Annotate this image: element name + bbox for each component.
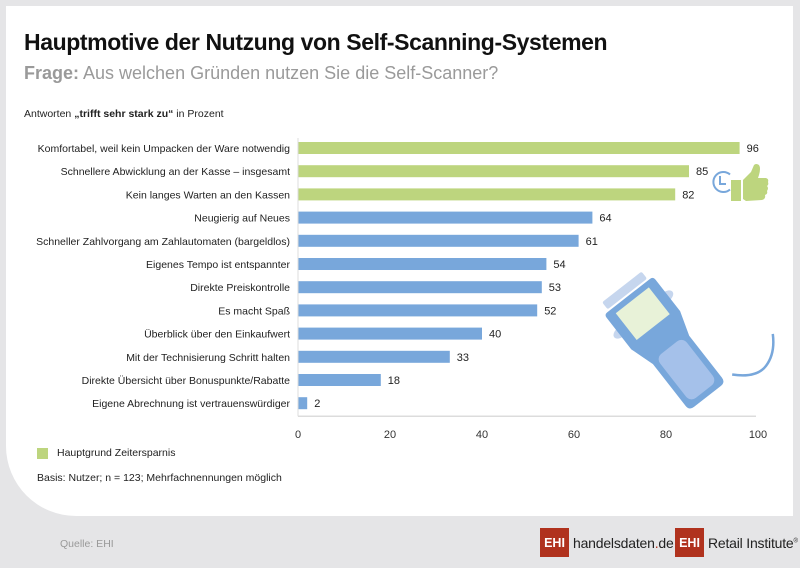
- category-label: Schneller Zahlvorgang am Zahlautomaten (…: [36, 236, 290, 248]
- handelsdaten-text: handelsdaten.de: [573, 535, 674, 551]
- question-subtitle: Frage: Aus welchen Gründen nutzen Sie di…: [24, 63, 498, 84]
- category-label: Neugierig auf Neues: [194, 213, 290, 225]
- value-label: 85: [696, 166, 708, 178]
- category-label: Kein langes Warten an den Kassen: [126, 189, 290, 201]
- unit-note-prefix: Antworten: [24, 108, 75, 120]
- page-title: Hauptmotive der Nutzung von Self-Scannin…: [24, 29, 608, 55]
- x-tick-label: 40: [476, 429, 488, 441]
- clock-icon: [712, 171, 731, 193]
- x-tick-label: 0: [295, 429, 301, 441]
- unit-note-bold: „trifft sehr stark zu“: [74, 108, 174, 120]
- retail-institute-text: Retail Institute®: [708, 535, 798, 551]
- question-text: Aus welchen Gründen nutzen Sie die Self-…: [79, 63, 499, 83]
- thumbs-up-icon: [731, 164, 769, 201]
- category-label: Direkte Übersicht über Bonuspunkte/Rabat…: [82, 375, 291, 387]
- bar: [298, 327, 482, 340]
- value-label: 33: [457, 352, 469, 364]
- value-label: 2: [314, 398, 320, 410]
- bar: [298, 304, 538, 317]
- legend-swatch-highlight: [37, 447, 48, 459]
- category-labels: Komfortabel, weil kein Umpacken der Ware…: [36, 143, 290, 410]
- value-label: 40: [489, 329, 501, 341]
- value-label: 61: [586, 236, 598, 248]
- x-tick-label: 100: [749, 429, 767, 441]
- handheld-scanner-icon: [602, 272, 775, 409]
- value-label: 82: [682, 189, 694, 201]
- source-note: Quelle: EHI: [60, 538, 114, 550]
- x-tick-label: 60: [568, 429, 580, 441]
- bar: [298, 281, 542, 294]
- logo-name: handelsdaten: [573, 534, 655, 551]
- ehi-logo-box: EHI: [675, 528, 704, 557]
- logo-dot: .: [654, 534, 659, 551]
- category-label: Mit der Technisierung Schritt halten: [126, 352, 290, 364]
- category-label: Eigene Abrechnung ist vertrauenswürdiger: [92, 398, 290, 410]
- bar: [298, 397, 308, 410]
- x-axis-ticks: 0 20 40 60 80 100: [295, 429, 767, 441]
- bar: [298, 188, 676, 201]
- question-prefix: Frage:: [24, 63, 80, 83]
- category-label: Schnellere Abwicklung an der Kasse – ins…: [61, 166, 290, 178]
- bars-group: [298, 142, 740, 410]
- category-label: Direkte Preiskontrolle: [190, 282, 290, 294]
- ehi-retail-institute-logo[interactable]: EHI Retail Institute®: [675, 528, 798, 557]
- x-tick-label: 80: [660, 429, 672, 441]
- value-label: 53: [549, 282, 561, 294]
- legend: Hauptgrund Zeitersparnis: [37, 447, 175, 459]
- value-label: 54: [553, 259, 565, 271]
- bar: [298, 374, 381, 386]
- bar: [298, 211, 593, 224]
- ehi-logo-box: EHI: [540, 528, 569, 557]
- value-label: 96: [747, 143, 759, 155]
- bar: [298, 350, 450, 363]
- value-label: 52: [544, 305, 556, 317]
- x-tick-label: 20: [384, 429, 396, 441]
- bar: [298, 234, 579, 247]
- value-label: 64: [599, 213, 611, 225]
- logo-tld: de: [658, 534, 674, 551]
- bar: [298, 165, 689, 178]
- unit-note-suffix: in Prozent: [173, 108, 224, 120]
- legend-label: Hauptgrund Zeitersparnis: [57, 447, 176, 459]
- category-label: Überblick über den Einkaufwert: [144, 329, 290, 341]
- registered-mark: ®: [793, 537, 798, 544]
- value-label: 18: [388, 375, 400, 387]
- handelsdaten-logo[interactable]: EHI handelsdaten.de: [540, 528, 674, 557]
- category-label: Es macht Spaß: [218, 305, 290, 317]
- category-label: Komfortabel, weil kein Umpacken der Ware…: [38, 143, 290, 155]
- category-label: Eigenes Tempo ist entspannter: [146, 259, 290, 271]
- bar: [298, 142, 740, 154]
- bar: [298, 258, 547, 270]
- unit-note: Antworten „trifft sehr stark zu“ in Proz…: [24, 108, 224, 120]
- basis-note: Basis: Nutzer; n = 123; Mehrfachnennunge…: [37, 472, 282, 484]
- logo-name: Retail Institute: [708, 534, 794, 551]
